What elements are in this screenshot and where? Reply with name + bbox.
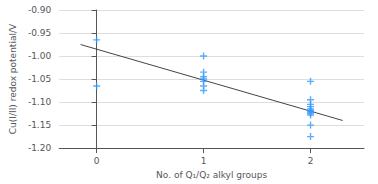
svg-text:1: 1: [201, 156, 207, 166]
svg-text:-1.00: -1.00: [28, 51, 52, 61]
svg-text:-1.05: -1.05: [28, 74, 51, 84]
svg-text:-0.90: -0.90: [28, 5, 52, 15]
svg-text:No. of Q₁/Q₂ alkyl groups: No. of Q₁/Q₂ alkyl groups: [156, 170, 267, 180]
svg-text:Cu(I/II) redox potential/V: Cu(I/II) redox potential/V: [8, 23, 18, 134]
svg-text:-0.95: -0.95: [28, 28, 51, 38]
svg-text:-1.20: -1.20: [28, 143, 52, 153]
svg-text:0: 0: [94, 156, 100, 166]
svg-text:-1.10: -1.10: [28, 97, 52, 107]
svg-text:-1.15: -1.15: [28, 120, 51, 130]
svg-text:2: 2: [308, 156, 314, 166]
